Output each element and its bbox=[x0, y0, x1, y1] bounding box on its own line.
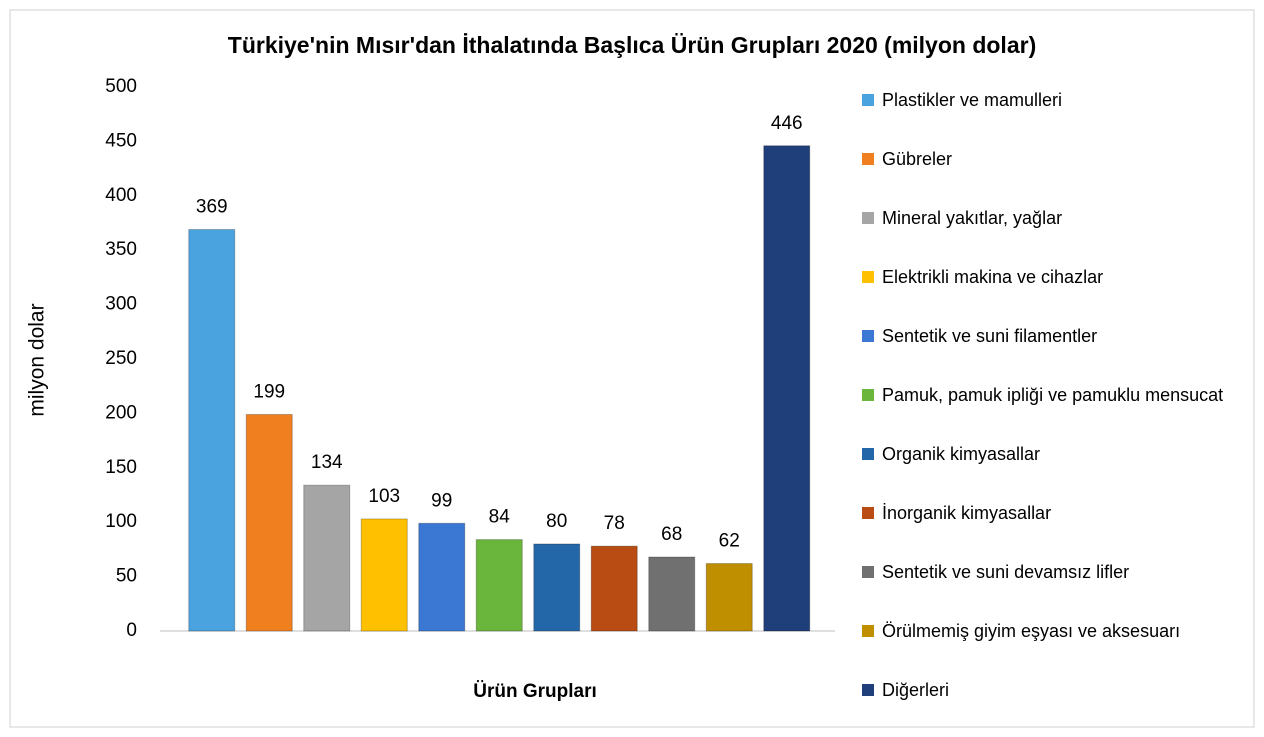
bar bbox=[188, 229, 236, 632]
y-tick-label: 400 bbox=[105, 185, 137, 206]
legend-swatch bbox=[862, 94, 874, 106]
legend-swatch bbox=[862, 566, 874, 578]
legend-label: Sentetik ve suni filamentler bbox=[882, 326, 1098, 346]
legend-swatch bbox=[862, 684, 874, 696]
legend-swatch bbox=[862, 330, 874, 342]
legend-label: Elektrikli makina ve cihazlar bbox=[882, 267, 1104, 287]
legend-label: İnorganik kimyasallar bbox=[882, 503, 1052, 523]
data-label: 78 bbox=[604, 513, 625, 534]
legend-item: Sentetik ve suni devamsız lifler bbox=[862, 558, 1252, 586]
bar bbox=[648, 556, 696, 632]
data-label: 80 bbox=[546, 511, 567, 532]
legend-swatch bbox=[862, 507, 874, 519]
y-tick-label: 200 bbox=[105, 402, 137, 423]
legend-item: İnorganik kimyasallar bbox=[862, 499, 1252, 527]
legend-label: Örülmemiş giyim eşyası ve aksesuarı bbox=[882, 621, 1181, 641]
legend-swatch bbox=[862, 625, 874, 637]
legend-item: Organik kimyasallar bbox=[862, 440, 1252, 468]
legend-item: Elektrikli makina ve cihazlar bbox=[862, 263, 1252, 291]
y-tick-label: 0 bbox=[126, 620, 137, 641]
legend-label: Gübreler bbox=[882, 149, 953, 169]
legend-swatch bbox=[862, 389, 874, 401]
data-label: 62 bbox=[719, 531, 740, 552]
legend-item: Sentetik ve suni filamentler bbox=[862, 322, 1252, 350]
bar bbox=[533, 543, 581, 632]
data-label: 134 bbox=[311, 452, 343, 473]
legend-swatch bbox=[862, 212, 874, 224]
chart-title: Türkiye'nin Mısır'dan İthalatında Başlıc… bbox=[228, 32, 1036, 58]
bar bbox=[360, 518, 408, 632]
y-tick-label: 500 bbox=[105, 76, 137, 97]
bar bbox=[763, 145, 811, 632]
data-label: 103 bbox=[368, 486, 400, 507]
bar bbox=[303, 484, 351, 632]
data-label: 369 bbox=[196, 197, 228, 218]
bar bbox=[705, 563, 753, 632]
bar bbox=[590, 545, 638, 632]
legend-label: Plastikler ve mamulleri bbox=[882, 90, 1063, 110]
y-tick-label: 50 bbox=[116, 566, 137, 587]
data-label: 446 bbox=[771, 113, 803, 134]
legend-item: Diğerleri bbox=[862, 676, 1252, 704]
legend-swatch bbox=[862, 448, 874, 460]
legend-swatch bbox=[862, 271, 874, 283]
y-tick-label: 350 bbox=[105, 239, 137, 260]
bar bbox=[245, 413, 293, 632]
data-label: 84 bbox=[489, 507, 511, 528]
legend-item: Gübreler bbox=[862, 145, 1252, 173]
y-axis-label: milyon dolar bbox=[26, 303, 49, 416]
y-tick-label: 100 bbox=[105, 511, 137, 532]
legend-item: Plastikler ve mamulleri bbox=[862, 86, 1252, 114]
bar bbox=[418, 522, 466, 632]
y-tick-label: 300 bbox=[105, 294, 137, 315]
legend-label: Pamuk, pamuk ipliği ve pamuklu mensucat bbox=[882, 385, 1224, 405]
legend-item: Örülmemiş giyim eşyası ve aksesuarı bbox=[862, 617, 1252, 645]
data-label: 99 bbox=[431, 490, 452, 511]
bar bbox=[475, 539, 523, 632]
y-tick-label: 250 bbox=[105, 348, 137, 369]
legend-item: Pamuk, pamuk ipliği ve pamuklu mensucat bbox=[862, 381, 1252, 409]
y-tick-label: 450 bbox=[105, 130, 137, 151]
legend-label: Mineral yakıtlar, yağlar bbox=[882, 208, 1063, 228]
data-label: 199 bbox=[253, 382, 285, 403]
legend-label: Sentetik ve suni devamsız lifler bbox=[882, 562, 1130, 582]
x-axis-label: Ürün Grupları bbox=[473, 681, 597, 702]
y-tick-label: 150 bbox=[105, 457, 137, 478]
legend-label: Diğerleri bbox=[882, 680, 950, 700]
legend-item: Mineral yakıtlar, yağlar bbox=[862, 204, 1252, 232]
data-label: 68 bbox=[661, 524, 682, 545]
legend-label: Organik kimyasallar bbox=[882, 444, 1041, 464]
legend-swatch bbox=[862, 153, 874, 165]
